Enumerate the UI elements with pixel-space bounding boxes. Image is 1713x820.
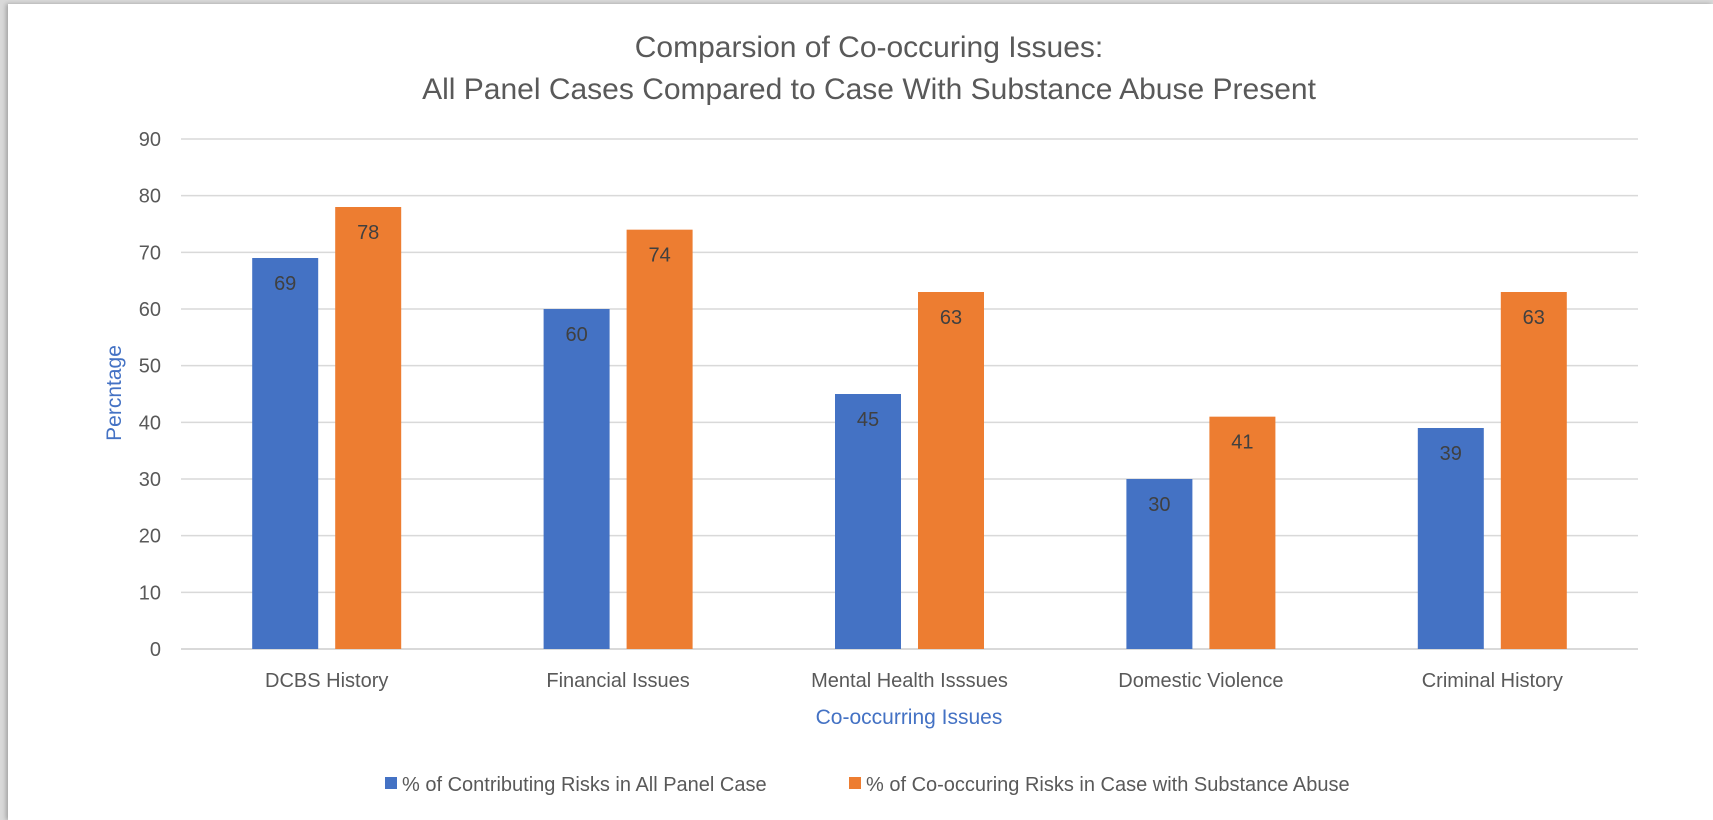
legend-swatch-series-2 [849,777,861,789]
data-label: 63 [940,307,962,329]
data-labels: 69 78 60 74 45 63 30 41 39 63 [274,222,1545,516]
y-tick-label: 90 [139,129,161,151]
x-category-label: DCBS History [265,670,388,692]
data-label: 63 [1523,307,1545,329]
data-label: 74 [648,245,670,267]
bar-substance-abuse [626,229,693,649]
x-category-label: Domestic Violence [1118,670,1283,692]
legend: % of Contributing Risks in All Panel Cas… [385,774,1350,796]
data-label: 60 [565,324,587,346]
gridlines [181,138,1638,650]
y-tick-label: 50 [139,356,161,378]
bar-all-panel [252,258,319,649]
legend-swatch-series-1 [385,777,397,789]
y-tick-label: 20 [139,526,161,548]
data-label: 69 [274,273,296,295]
y-axis-ticks: 0 10 20 30 40 50 60 70 80 90 [139,129,161,661]
data-label: 45 [857,409,879,431]
data-label: 41 [1231,432,1253,454]
chart-title-line-1: Comparsion of Co-occuring Issues: [635,31,1104,64]
y-axis-title: Percntage [103,345,126,441]
data-label: 30 [1148,494,1170,516]
data-label: 78 [357,222,379,244]
x-axis-categories: DCBS History Financial Issues Mental Healt… [265,670,1563,692]
bar-substance-abuse [918,292,984,649]
chart-title-line-2: All Panel Cases Compared to Case With Su… [422,73,1316,106]
x-category-label: Criminal History [1422,670,1563,692]
y-tick-label: 30 [139,469,161,491]
legend-label-series-1: % of Contributing Risks in All Panel Cas… [402,774,767,796]
y-tick-label: 10 [139,582,161,604]
bar-all-panel [835,394,901,649]
x-category-label: Mental Health Isssues [811,670,1008,692]
bar-substance-abuse [1209,416,1276,649]
legend-label-series-2: % of Co-occuring Risks in Case with Subs… [866,774,1350,796]
bar-substance-abuse [1500,292,1567,649]
x-category-label: Financial Issues [546,670,689,692]
y-tick-label: 40 [139,412,161,434]
x-axis-title: Co-occurring Issues [816,706,1003,729]
bar-all-panel [1417,428,1484,649]
bars [252,207,1567,649]
bar-all-panel [1126,479,1193,649]
bar-all-panel [543,309,610,649]
bar-substance-abuse [335,207,402,649]
y-tick-label: 70 [139,242,161,264]
y-tick-label: 0 [150,639,161,661]
y-tick-label: 60 [139,299,161,321]
y-tick-label: 80 [139,186,161,208]
data-label: 39 [1440,443,1462,465]
